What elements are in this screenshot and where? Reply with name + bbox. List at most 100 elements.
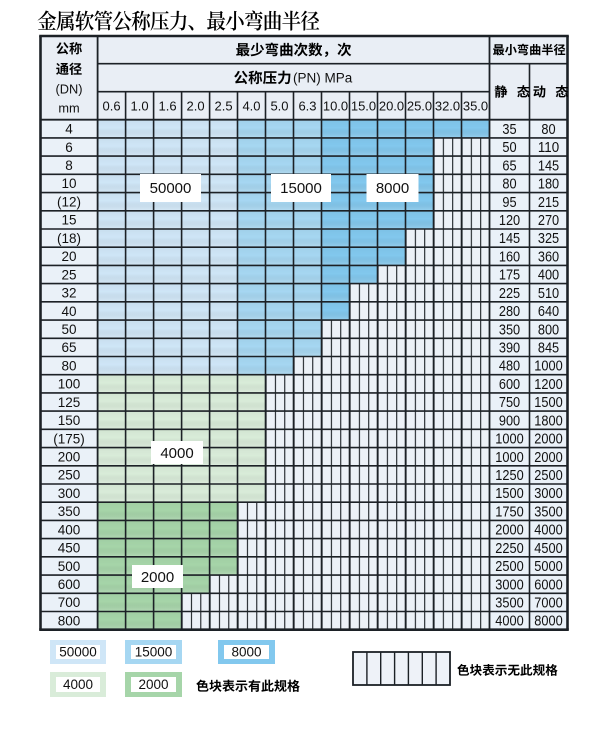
- svg-text:8: 8: [65, 158, 73, 173]
- svg-text:110: 110: [538, 140, 559, 156]
- svg-text:32: 32: [61, 286, 76, 301]
- svg-text:845: 845: [538, 341, 559, 357]
- svg-text:1800: 1800: [534, 413, 562, 429]
- svg-text:400: 400: [58, 522, 81, 537]
- svg-text:700: 700: [58, 595, 81, 610]
- svg-text:100: 100: [58, 377, 81, 392]
- svg-text:8000: 8000: [231, 645, 261, 660]
- svg-text:180: 180: [538, 177, 559, 193]
- svg-text:480: 480: [499, 359, 520, 375]
- svg-text:300: 300: [58, 486, 81, 501]
- svg-text:4000: 4000: [160, 445, 193, 462]
- svg-text:2000: 2000: [495, 523, 523, 539]
- svg-text:(PN) MPa: (PN) MPa: [293, 71, 353, 86]
- svg-text:3000: 3000: [534, 486, 562, 502]
- svg-text:2000: 2000: [534, 432, 562, 448]
- svg-text:390: 390: [499, 341, 520, 357]
- svg-text:6: 6: [65, 140, 73, 155]
- svg-text:325: 325: [538, 231, 559, 247]
- svg-text:800: 800: [58, 613, 81, 628]
- svg-text:900: 900: [499, 413, 520, 429]
- svg-text:160: 160: [499, 249, 520, 265]
- svg-text:2500: 2500: [534, 468, 562, 484]
- svg-text:mm: mm: [58, 101, 79, 116]
- svg-text:3500: 3500: [534, 504, 562, 520]
- svg-text:145: 145: [538, 158, 559, 174]
- svg-text:8000: 8000: [534, 614, 562, 630]
- svg-text:2.0: 2.0: [187, 98, 205, 113]
- svg-text:25.0: 25.0: [407, 98, 432, 113]
- svg-text:4000: 4000: [495, 614, 523, 630]
- svg-text:50: 50: [61, 322, 76, 337]
- svg-text:1.0: 1.0: [131, 98, 149, 113]
- svg-text:360: 360: [538, 249, 559, 265]
- svg-text:(175): (175): [53, 431, 85, 446]
- svg-text:15: 15: [61, 213, 76, 228]
- svg-text:120: 120: [499, 213, 520, 229]
- svg-text:35: 35: [502, 122, 516, 138]
- svg-text:145: 145: [499, 231, 520, 247]
- svg-text:350: 350: [499, 322, 520, 338]
- svg-text:15000: 15000: [280, 180, 322, 197]
- svg-text:215: 215: [538, 195, 559, 211]
- svg-text:15000: 15000: [135, 645, 173, 660]
- svg-text:65: 65: [61, 340, 76, 355]
- svg-text:1000: 1000: [495, 450, 523, 466]
- svg-text:4000: 4000: [534, 523, 562, 539]
- svg-text:1000: 1000: [534, 359, 562, 375]
- svg-text:250: 250: [58, 468, 81, 483]
- svg-text:7000: 7000: [534, 596, 562, 612]
- svg-text:3500: 3500: [495, 596, 523, 612]
- svg-text:5000: 5000: [534, 559, 562, 575]
- svg-text:225: 225: [499, 286, 520, 302]
- svg-text:0.6: 0.6: [103, 98, 121, 113]
- svg-text:640: 640: [538, 304, 559, 320]
- svg-text:600: 600: [58, 577, 81, 592]
- svg-text:280: 280: [499, 304, 520, 320]
- svg-text:2500: 2500: [495, 559, 523, 575]
- svg-text:150: 150: [58, 413, 81, 428]
- svg-text:450: 450: [58, 541, 81, 556]
- svg-text:8000: 8000: [376, 180, 409, 197]
- svg-text:25: 25: [61, 267, 76, 282]
- svg-text:20: 20: [61, 249, 76, 264]
- svg-text:2000: 2000: [534, 450, 562, 466]
- svg-text:95: 95: [502, 195, 516, 211]
- svg-text:(DN): (DN): [55, 82, 82, 97]
- svg-text:2250: 2250: [495, 541, 523, 557]
- svg-text:50000: 50000: [150, 180, 192, 197]
- svg-text:80: 80: [541, 122, 555, 138]
- svg-text:80: 80: [61, 358, 76, 373]
- svg-text:200: 200: [58, 450, 81, 465]
- svg-text:510: 510: [538, 286, 559, 302]
- svg-text:10: 10: [61, 176, 76, 191]
- svg-text:1250: 1250: [495, 468, 523, 484]
- svg-text:65: 65: [502, 158, 516, 174]
- svg-text:1500: 1500: [534, 395, 562, 411]
- svg-text:2000: 2000: [138, 677, 168, 692]
- svg-text:5.0: 5.0: [270, 98, 288, 113]
- svg-text:175: 175: [499, 268, 520, 284]
- svg-text:270: 270: [538, 213, 559, 229]
- svg-text:2000: 2000: [141, 569, 174, 586]
- svg-text:4.0: 4.0: [242, 98, 260, 113]
- svg-text:350: 350: [58, 504, 81, 519]
- svg-text:1000: 1000: [495, 432, 523, 448]
- svg-text:35.0: 35.0: [463, 98, 488, 113]
- svg-text:800: 800: [538, 322, 559, 338]
- svg-text:40: 40: [61, 304, 76, 319]
- svg-text:2.5: 2.5: [215, 98, 233, 113]
- svg-text:1750: 1750: [495, 504, 523, 520]
- svg-text:4: 4: [65, 122, 73, 137]
- svg-text:50: 50: [502, 140, 516, 156]
- svg-text:(18): (18): [57, 231, 81, 246]
- svg-text:1.6: 1.6: [159, 98, 177, 113]
- svg-text:50000: 50000: [59, 645, 97, 660]
- svg-text:6.3: 6.3: [298, 98, 316, 113]
- svg-text:(12): (12): [57, 195, 81, 210]
- svg-text:20.0: 20.0: [379, 98, 404, 113]
- svg-text:3000: 3000: [495, 577, 523, 593]
- svg-text:125: 125: [58, 395, 81, 410]
- svg-text:1200: 1200: [534, 377, 562, 393]
- svg-text:80: 80: [502, 177, 516, 193]
